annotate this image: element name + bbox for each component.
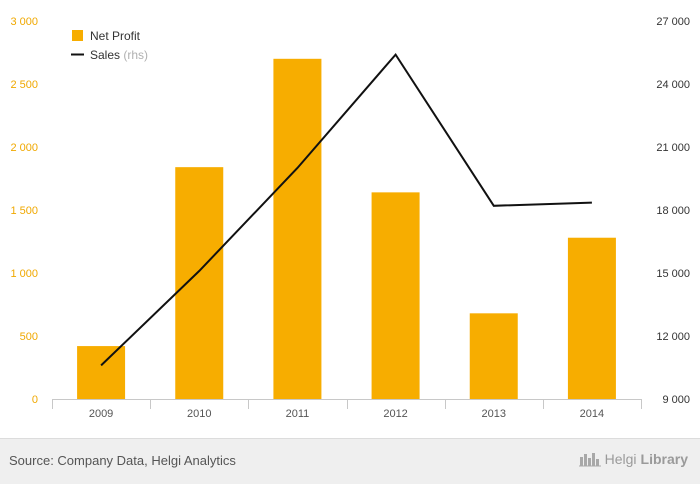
footer: Source: Company Data, Helgi Analytics He… (0, 438, 700, 484)
left-tick-label: 3 000 (10, 16, 38, 28)
right-tick-label: 15 000 (656, 268, 690, 280)
bar-net-profit (273, 58, 322, 400)
left-tick-label: 2 500 (10, 79, 38, 91)
x-tick-label: 2014 (580, 408, 604, 420)
legend-label-sales: Sales (rhs) (90, 48, 148, 62)
bar-net-profit (77, 346, 126, 399)
bar-net-profit (175, 167, 224, 399)
right-tick-label: 21 000 (656, 142, 690, 154)
legend-label-net-profit: Net Profit (90, 29, 141, 43)
bar-net-profit (567, 237, 616, 399)
right-tick-label: 24 000 (656, 79, 690, 91)
x-tick-label: 2009 (89, 408, 113, 420)
helgi-library-icon (578, 453, 601, 467)
x-tick-label: 2012 (383, 408, 407, 420)
brand-logo: Helgi Library (578, 451, 688, 467)
bar-net-profit (371, 192, 420, 399)
chart: 2009 2010 2011 2012 2013 2014 0 500 1 000 1 500 2 … (10, 16, 690, 420)
legend-label-sales-name: Sales (90, 48, 123, 62)
left-tick-label: 500 (20, 331, 38, 343)
right-tick-label: 9 000 (662, 394, 690, 406)
legend-label-sales-rhs: (rhs) (123, 48, 148, 62)
source-note: Source: Company Data, Helgi Analytics (9, 453, 236, 468)
brand-name-part1: Helgi (604, 451, 637, 467)
right-tick-label: 12 000 (656, 331, 690, 343)
left-tick-label: 2 000 (10, 142, 38, 154)
left-tick-label: 1 000 (10, 268, 38, 280)
x-tick-label: 2013 (482, 408, 506, 420)
line-sales (100, 52, 592, 367)
bar-net-profit (469, 313, 518, 399)
left-tick-label: 1 500 (10, 205, 38, 217)
right-tick-label: 18 000 (656, 205, 690, 217)
brand-name-part2: Library (640, 451, 688, 467)
left-tick-label: 0 (32, 394, 38, 406)
right-tick-label: 27 000 (656, 16, 690, 28)
x-tick-label: 2011 (286, 408, 310, 420)
legend-swatch-net-profit (72, 30, 83, 41)
x-tick-label: 2010 (187, 408, 211, 420)
